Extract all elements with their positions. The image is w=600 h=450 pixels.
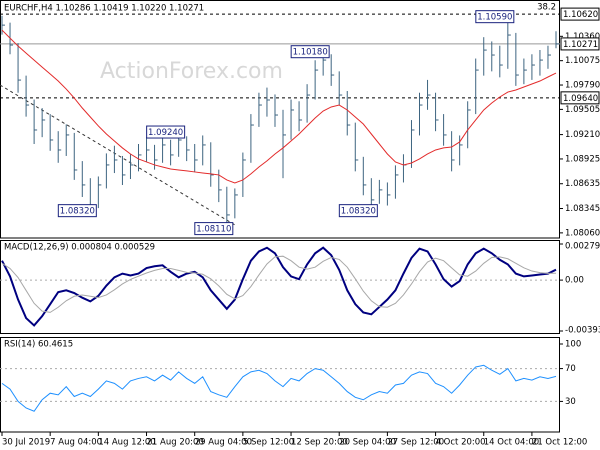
y-tick-label: 100 [565, 340, 581, 350]
annotation-label: 1.09240 [148, 128, 183, 138]
series-line [1, 246, 557, 327]
y-tick-label: 1.08060 [565, 228, 600, 238]
x-tick-label: 27 Sep 12:00 [387, 438, 444, 448]
current-price-box [560, 37, 600, 51]
annotation-label: 1.10590 [477, 13, 512, 23]
y-tick-label: 0.002793 [565, 242, 600, 252]
x-tick-label: 20 Sep 04:00 [339, 438, 396, 448]
y-tick-label: 30 [565, 397, 576, 407]
series-line [1, 29, 557, 184]
x-tick-label: 4 Oct 20:00 [436, 438, 486, 448]
macd-panel-frame [0, 240, 560, 334]
x-tick-label: 14 Oct 04:00 [484, 438, 539, 448]
annotation-label: 1.08320 [341, 207, 376, 217]
annotation-box [338, 204, 378, 218]
series-line [1, 364, 557, 412]
fibo-label: 38.2 [537, 3, 556, 13]
macd-title: MACD(12,26,9) 0.000804 0.000529 [4, 243, 155, 253]
y-tick-label: 1.09505 [565, 105, 600, 115]
level-label: 1.09640 [563, 94, 598, 104]
y-tick-label: 1.10360 [565, 32, 600, 42]
x-tick-label: 5 Sep 12:00 [243, 438, 294, 448]
rsi-title: RSI(14) 60.4615 [4, 340, 73, 350]
x-tick-label: 30 Jul 2019 [2, 438, 50, 448]
current-price-label: 1.10271 [563, 40, 598, 50]
annotation-box [57, 204, 97, 218]
y-tick-label: 1.08925 [565, 154, 600, 164]
watermark: ActionForex.com [100, 59, 283, 84]
level-label-box [560, 7, 600, 21]
x-tick-label: 29 Aug 04:00 [195, 438, 252, 448]
x-tick-label: 7 Aug 04:00 [50, 438, 102, 448]
annotation-box [146, 125, 186, 139]
annotation-label: 1.08320 [60, 207, 95, 217]
annotation-label: 1.10180 [293, 48, 328, 58]
y-tick-label: 1.09790 [565, 81, 600, 91]
y-tick-label: 70 [565, 364, 576, 374]
annotation-box [475, 10, 515, 24]
annotation-box [290, 45, 330, 59]
x-tick-label: 21 Oct 12:00 [532, 438, 587, 448]
price-panel-frame [0, 0, 560, 239]
y-tick-label: 1.10075 [565, 56, 600, 66]
level-label-box [560, 91, 600, 105]
y-tick-label: 1.09210 [565, 130, 600, 140]
x-tick-label: 12 Sep 20:00 [291, 438, 348, 448]
y-tick-label: 0.00 [565, 276, 584, 286]
series-line [1, 255, 557, 313]
price-title: EURCHF,H4 1.10286 1.10419 1.10220 1.1027… [4, 4, 204, 14]
y-tick-label: 1.08635 [565, 179, 600, 189]
level-label: 1.10620 [563, 10, 598, 20]
y-tick-label: 1.08345 [565, 204, 600, 214]
rsi-panel-frame [0, 337, 560, 433]
annotation-label: 1.08110 [196, 225, 231, 235]
annotation-box [194, 222, 234, 236]
x-tick-label: 21 Aug 20:00 [147, 438, 204, 448]
x-tick-label: 14 Aug 12:00 [98, 438, 155, 448]
y-tick-label: -0.003938 [565, 326, 600, 336]
